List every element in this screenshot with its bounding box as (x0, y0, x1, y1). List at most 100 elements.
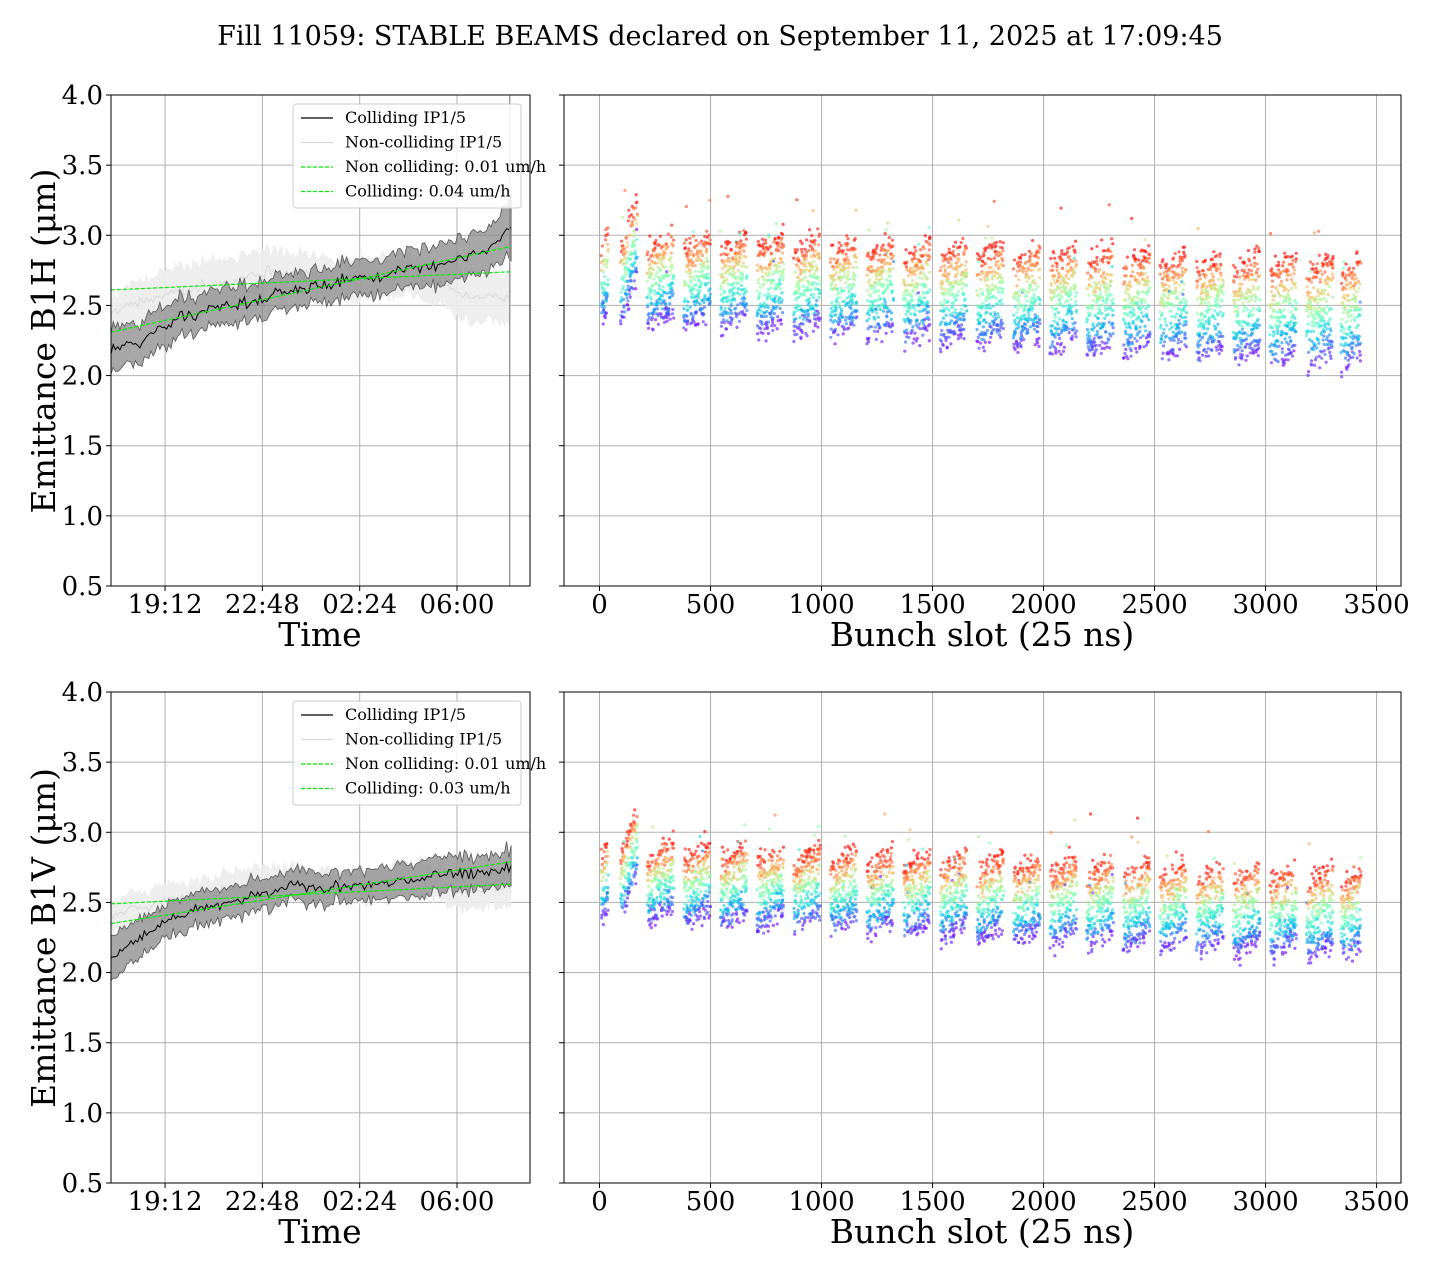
bunch-point (1314, 310, 1318, 314)
bunch-point (688, 275, 692, 279)
bunch-point (634, 872, 638, 876)
bunch-point (632, 821, 637, 825)
bunch-point (604, 297, 609, 301)
bunch-point (846, 259, 851, 263)
bunch-point (630, 883, 634, 887)
bunch-point (741, 276, 745, 281)
bunch-point (1203, 258, 1208, 262)
bunch-point (1284, 300, 1288, 304)
bunch-point (776, 235, 781, 240)
bunch-point (993, 274, 997, 278)
bunch-point (868, 294, 873, 298)
bunch-point (1274, 352, 1278, 356)
bunch-point (628, 257, 633, 261)
bunch-point (1173, 252, 1177, 256)
bunch-point (874, 277, 878, 281)
bunch-point (1130, 274, 1134, 278)
bunch-point (739, 264, 744, 268)
bunch-point (1200, 312, 1204, 316)
bunch-point (770, 311, 774, 315)
bunch-point (874, 290, 878, 294)
bunch-point (943, 268, 947, 272)
bunch-point (1268, 302, 1272, 306)
bunch-point (623, 910, 627, 914)
bunch-point (689, 257, 694, 262)
bunch-point (1163, 320, 1168, 324)
bunch-point (1109, 249, 1113, 254)
bunch-point (1203, 301, 1207, 305)
x-tick-label: 2000 (1010, 590, 1076, 620)
bunch-point (1254, 350, 1258, 354)
bunch-point (1103, 249, 1107, 253)
colliding-fit-line (111, 245, 512, 333)
bunch-point (765, 326, 770, 330)
bunch-point (903, 340, 908, 344)
bunch-point (648, 873, 652, 877)
bunch-point (648, 900, 652, 904)
x-tick-label: 06:00 (420, 590, 495, 620)
bunch-point (1055, 265, 1059, 269)
bunch-point (1036, 256, 1040, 260)
bunch-point (700, 239, 704, 243)
bunch-point (945, 291, 949, 295)
bunch-point (957, 290, 961, 294)
bunch-point (1107, 320, 1111, 324)
bunch-point (769, 267, 773, 271)
bunch-point (696, 295, 701, 299)
bunch-point (663, 251, 667, 255)
bunch-point (953, 331, 957, 336)
bunch-point (928, 288, 932, 292)
legend-label: Non-colliding IP1/5 (345, 730, 502, 749)
bunch-point (781, 222, 785, 226)
bunch-point (661, 285, 665, 289)
bunch-point (1019, 338, 1023, 342)
bunch-point (1173, 354, 1177, 358)
bunch-point (1256, 354, 1260, 358)
bunch-point (693, 303, 697, 307)
bunch-point (762, 311, 767, 315)
bunch-point (939, 339, 944, 343)
bunch-point (730, 317, 734, 321)
bunch-point (1212, 250, 1216, 254)
bunch-point (1159, 341, 1163, 345)
bunch-point (1102, 270, 1106, 274)
bunch-point (997, 315, 1001, 319)
bunch-point (1308, 299, 1313, 303)
bunch-point (693, 277, 697, 282)
bunch-point (985, 310, 989, 314)
bunch-point (1064, 320, 1068, 324)
bunch-point (601, 909, 605, 913)
bunch-point (917, 242, 921, 246)
bunch-point (1142, 266, 1146, 270)
bunch-point (1049, 281, 1053, 285)
bunch-point (982, 338, 986, 342)
bunch-point (606, 226, 610, 230)
bunch-point (1246, 248, 1250, 253)
bunch-point (1101, 260, 1105, 264)
bunch-point (1139, 336, 1143, 340)
bunch-point (1327, 346, 1331, 350)
bunch-point (1105, 341, 1109, 345)
bunch-point (1294, 301, 1299, 305)
bunch-point (1240, 342, 1244, 346)
bunch-point (999, 298, 1004, 302)
bunch-point (606, 908, 610, 912)
bunch-point (1030, 300, 1034, 304)
bunch-point (766, 331, 771, 336)
bunch-point (739, 239, 743, 243)
bunch-point (727, 311, 731, 316)
bunch-point (1027, 313, 1031, 317)
bunch-point (954, 298, 958, 302)
bunch-point (1213, 317, 1217, 321)
bunch-point (845, 296, 849, 300)
bunch-point (737, 286, 741, 291)
bunch-point (815, 282, 819, 286)
bunch-point (1036, 325, 1040, 329)
bunch-point (1291, 265, 1295, 269)
bunch-point (619, 319, 623, 323)
bunch-point (1241, 301, 1245, 305)
bunch-point (771, 316, 775, 320)
bunch-point (805, 238, 809, 242)
bunch-point (1074, 263, 1078, 267)
bunch-point (1245, 354, 1249, 358)
